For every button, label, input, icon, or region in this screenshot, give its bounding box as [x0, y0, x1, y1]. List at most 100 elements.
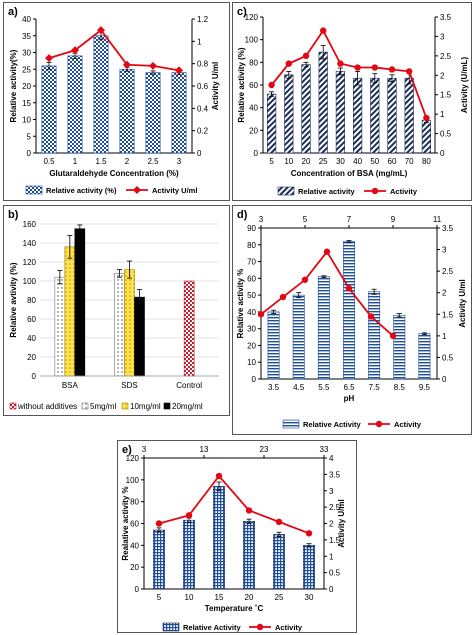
x-tick-label: 15 [215, 593, 224, 602]
y-axis-label: Relative activity(%) [9, 49, 18, 122]
bar [335, 71, 345, 154]
legend-marker [256, 623, 264, 631]
x-tick-label: Control [176, 381, 202, 390]
chart-a-svg: a) 0 5 10 15 20 25 30 35 40 0 0.2 0.4 0.6 0.8 1 1.2 0.5 1 1… [8, 6, 220, 195]
y-tick-label: 40 [130, 541, 139, 550]
bar [343, 241, 355, 380]
chart-panel-a: a) 0 5 10 15 20 25 30 35 40 0 0.2 0.4 0.6 0.8 1 1.2 0.5 1 1… [3, 2, 230, 201]
y2-tick-label: 1 [442, 332, 447, 341]
legend-swatch [163, 402, 171, 410]
legend-label-line: Activity [394, 420, 422, 429]
y-tick-label: 80 [130, 498, 139, 507]
top-tick-label: 3 [259, 215, 264, 224]
y2-tick-label: 1 [197, 37, 202, 46]
y-tick-label: 40 [249, 104, 258, 113]
line-point [371, 64, 378, 71]
line-point [149, 61, 157, 70]
line-point [423, 114, 430, 122]
y2-axis-label: Activity U/ml [458, 279, 467, 327]
chart-panel-e: e) 0 20 40 60 80 100 120 0 0.5 1 1.5 2 2.5 3 3.5 4 3 13 23 3… [117, 440, 357, 633]
bar [114, 273, 125, 377]
y-tick-label: 0 [27, 149, 32, 158]
bar [303, 545, 316, 590]
series-line [48, 28, 180, 72]
legend-marker [371, 187, 379, 195]
y-tick-label: 90 [247, 224, 256, 233]
x-tick-label: 2 [125, 157, 130, 166]
legend-label: 10mg/ml [130, 402, 161, 411]
x-tick-label: 10 [284, 157, 293, 166]
bar [418, 333, 431, 380]
bar [292, 294, 305, 380]
x-tick-label: 6.5 [343, 383, 355, 392]
y-tick-label: 60 [249, 81, 258, 90]
bar [267, 311, 280, 380]
y-tick-label: 80 [249, 58, 258, 67]
y-tick-label: 120 [126, 454, 140, 463]
y-tick-label: 100 [23, 277, 37, 286]
y2-tick-label: 0.6 [197, 82, 209, 91]
y-tick-label: 60 [27, 315, 36, 324]
legend-label: without additives [17, 402, 77, 411]
line-point [305, 530, 313, 537]
line-point [388, 66, 396, 73]
legend-swatch-bar [162, 622, 180, 632]
y2-tick-label: 3 [329, 487, 334, 496]
chart-e-svg: e) 0 20 40 60 80 100 120 0 0.5 1 1.5 2 2.5 3 3.5 4 3 13 23 3… [121, 444, 346, 632]
x-tick-label: 8.5 [394, 383, 406, 392]
top-tick-label: 9 [391, 215, 396, 224]
x-tick-label: 3.5 [268, 383, 280, 392]
y2-axis-label: Activity U/ml [337, 499, 346, 547]
y-tick-label: 20 [247, 341, 256, 350]
line-point [301, 276, 309, 283]
line-point [155, 520, 163, 527]
line-point [175, 66, 183, 75]
legend-label: 20mg/ml [172, 402, 203, 411]
series-line [158, 474, 310, 535]
y-tick-label: 10 [22, 116, 31, 125]
y-tick-label: 10 [247, 358, 256, 367]
y-tick-label: 80 [247, 241, 256, 250]
y-tick-label: 0 [32, 372, 37, 381]
y2-tick-label: 2 [440, 71, 445, 80]
y-axis-label: Relative activity (%) [237, 47, 246, 122]
bar [119, 68, 135, 154]
legend-label-line: Activity [275, 623, 303, 632]
y2-tick-label: 2.5 [329, 503, 341, 512]
line-point [367, 313, 375, 320]
y2-tick-label: 0 [442, 375, 447, 384]
chart-b-svg: b) 0 20 40 60 80 100 120 140 160 BSA SDS Control Rela… [8, 209, 219, 411]
line-point [345, 285, 353, 292]
y-tick-label: 30 [247, 325, 256, 334]
x-tick-label: 1.5 [95, 157, 107, 166]
y2-tick-label: 0.5 [440, 130, 452, 139]
top-tick-label: 13 [200, 445, 209, 454]
y-tick-label: 140 [23, 239, 37, 248]
line-point [320, 27, 327, 34]
bar [370, 77, 380, 154]
y2-tick-label: 2.5 [440, 52, 452, 61]
bar [421, 119, 432, 154]
y2-tick-label: 2 [442, 289, 447, 298]
line-point [185, 512, 193, 519]
y-tick-label: 60 [130, 520, 139, 529]
top-tick-label: 7 [347, 215, 352, 224]
legend-marker [133, 186, 141, 194]
y2-tick-label: 4 [329, 454, 334, 463]
line-point [123, 60, 131, 69]
y-tick-label: 25 [22, 65, 31, 74]
y-tick-label: 5 [27, 132, 32, 141]
y-tick-label: 80 [27, 296, 36, 305]
bar [183, 280, 195, 377]
bar [266, 93, 277, 154]
top-tick-label: 3 [142, 445, 147, 454]
line-point [215, 472, 223, 480]
x-axis-label: Temperature ˚C [205, 604, 264, 613]
bar [273, 534, 286, 590]
bar [74, 228, 86, 377]
legend-swatch [81, 402, 89, 410]
chart-c-svg: c) 0 20 40 60 80 100 120 0 0.5 1 1.5 2 2.5 3 3.5 5 10 20 25… [237, 6, 469, 196]
y-axis-label: Realative activity % [121, 486, 130, 560]
series-line [270, 28, 428, 119]
bar [54, 276, 66, 377]
